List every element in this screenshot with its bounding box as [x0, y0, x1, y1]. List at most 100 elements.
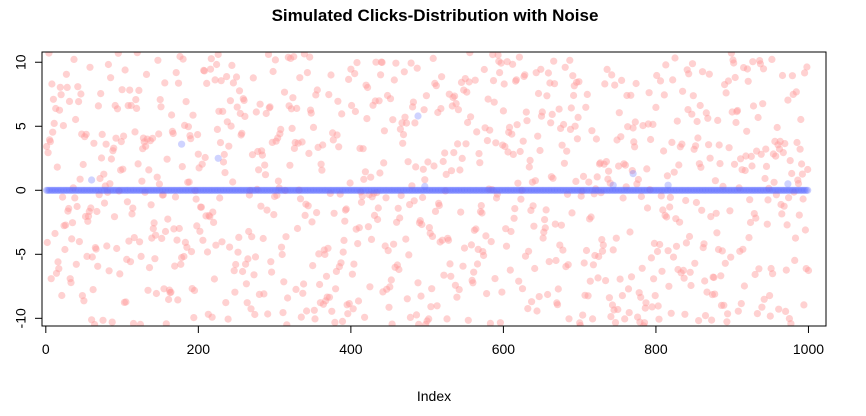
click-point [747, 186, 755, 194]
click-point [788, 186, 797, 194]
noise-point [218, 238, 226, 246]
noise-point [781, 140, 789, 148]
noise-point [508, 60, 517, 68]
noise-point [601, 80, 609, 88]
noise-point [627, 91, 635, 99]
noise-point [76, 175, 84, 183]
click-point [723, 186, 731, 194]
noise-point [652, 103, 660, 111]
noise-point [774, 141, 782, 149]
click-point [457, 186, 466, 194]
noise-point [537, 112, 546, 120]
noise-point [370, 189, 378, 197]
click-point [480, 186, 488, 194]
click-point [778, 186, 786, 194]
noise-point [491, 275, 499, 283]
click-point [460, 186, 469, 194]
noise-point [359, 145, 367, 153]
click-point [518, 186, 527, 194]
click-point [230, 186, 238, 194]
click-point [464, 186, 472, 194]
noise-point [184, 123, 192, 131]
click-point [212, 186, 220, 194]
noise-point [361, 313, 369, 321]
click-point [563, 186, 571, 194]
click-point [435, 186, 443, 194]
click-point [369, 186, 377, 194]
noise-point [279, 309, 287, 317]
noise-point [233, 103, 241, 111]
x-tick-label: 400 [339, 341, 363, 357]
click-point [136, 186, 144, 194]
noise-point [529, 202, 537, 210]
noise-point [566, 56, 574, 64]
click-point [589, 186, 597, 194]
x-tick-label: 0 [42, 341, 50, 357]
noise-point [695, 160, 704, 168]
click-point [451, 186, 459, 194]
noise-point [686, 268, 694, 276]
noise-point [408, 182, 416, 190]
click-point [666, 186, 675, 194]
noise-point [762, 162, 771, 170]
noise-point [550, 80, 559, 88]
noise-point [78, 130, 86, 138]
noise-point [783, 221, 791, 229]
click-point [511, 186, 519, 194]
noise-point [770, 178, 778, 186]
click-point [691, 186, 699, 194]
noise-point [174, 296, 182, 304]
noise-point [745, 234, 753, 242]
noise-point [637, 192, 646, 201]
click-point [764, 186, 772, 194]
noise-point [793, 138, 801, 147]
noise-point [100, 199, 109, 207]
noise-point [139, 134, 147, 142]
click-point [552, 186, 560, 194]
click-point [680, 186, 688, 194]
noise-point [650, 275, 658, 283]
click-point [248, 186, 257, 194]
click-point [68, 186, 77, 194]
noise-point [61, 245, 69, 254]
noise-point [621, 161, 630, 169]
noise-point [78, 292, 86, 300]
click-point [433, 186, 441, 194]
noise-point [468, 276, 476, 284]
noise-point [753, 310, 762, 318]
noise-point [589, 261, 598, 269]
noise-point [431, 207, 440, 215]
click-point [399, 186, 408, 194]
noise-point [316, 280, 324, 289]
click-point [799, 186, 807, 194]
noise-point [268, 268, 276, 276]
click-point [653, 186, 661, 194]
noise-point [338, 110, 346, 118]
click-point [712, 186, 720, 194]
noise-point [91, 320, 99, 326]
click-point [485, 186, 493, 194]
noise-point [239, 267, 247, 276]
click-point [151, 186, 159, 194]
noise-point [508, 130, 516, 138]
click-point [44, 186, 52, 194]
noise-point [263, 206, 271, 214]
noise-point [574, 113, 582, 121]
noise-point [251, 253, 260, 261]
noise-point [349, 305, 357, 313]
noise-point [190, 286, 199, 295]
noise-point [635, 289, 643, 297]
noise-point [143, 135, 151, 143]
noise-point [707, 213, 715, 221]
noise-point [271, 56, 279, 64]
noise-point [60, 222, 68, 230]
noise-point [716, 160, 724, 168]
click-point [418, 186, 426, 194]
noise-point [720, 301, 728, 309]
noise-point [801, 69, 809, 77]
noise-point [636, 318, 644, 326]
click-point [143, 186, 151, 194]
click-point [265, 186, 273, 194]
noise-point [738, 166, 746, 174]
noise-point [257, 202, 265, 210]
